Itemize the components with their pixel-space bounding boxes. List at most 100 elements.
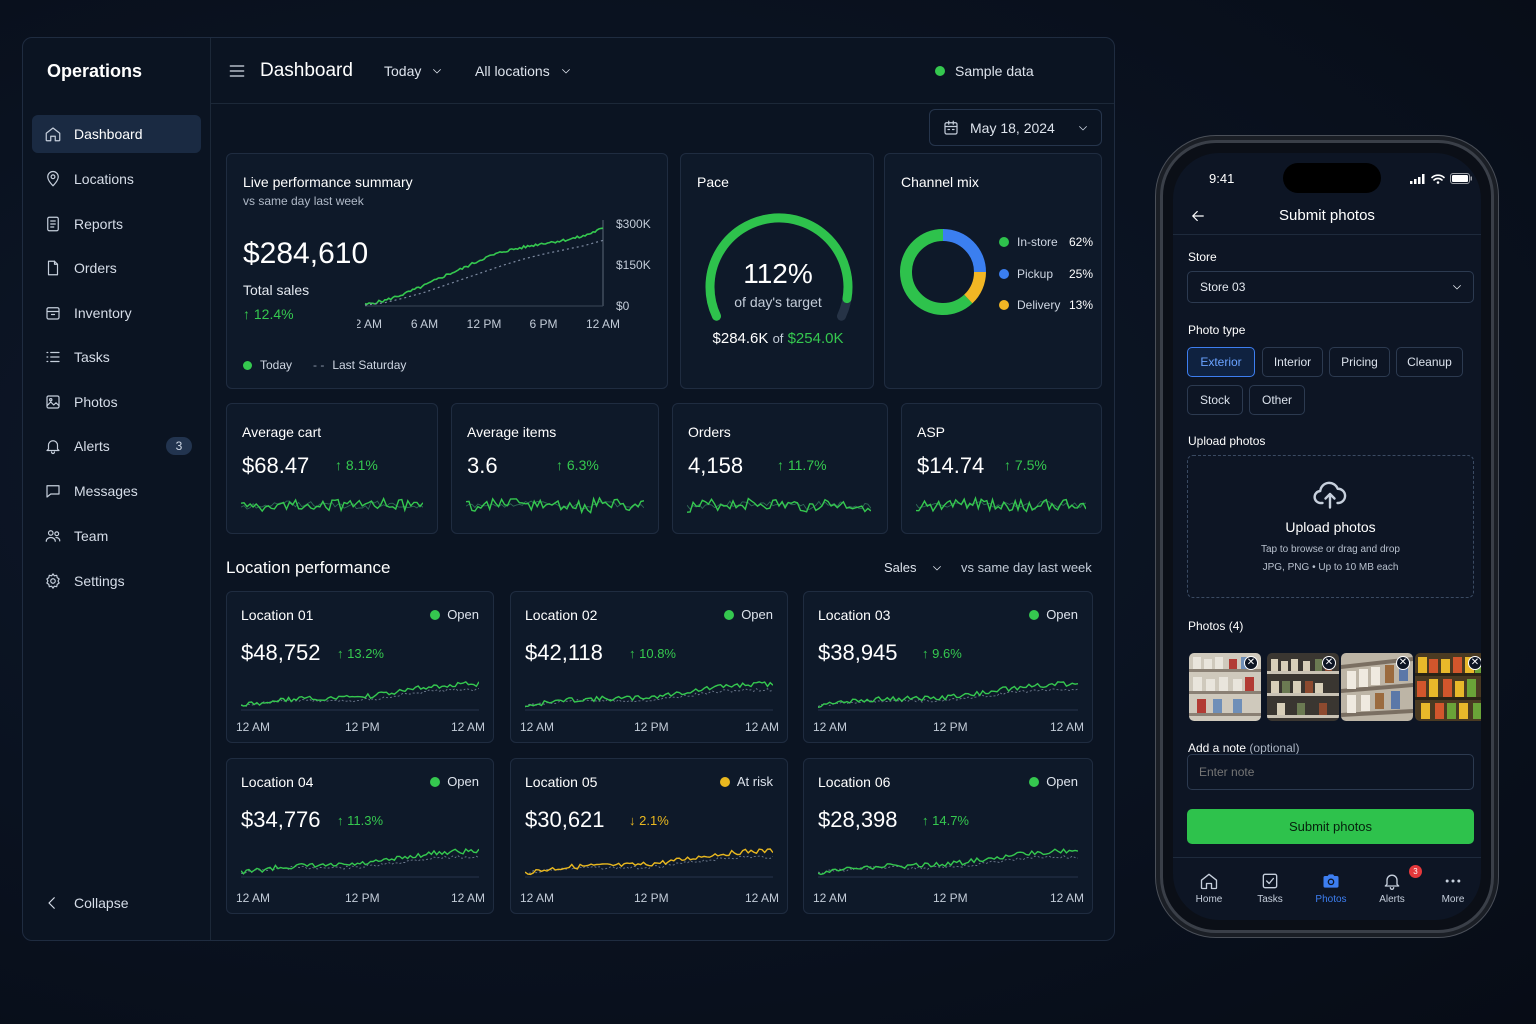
locations-dropdown[interactable]: All locations: [475, 38, 572, 104]
sidebar-item-inventory[interactable]: Inventory: [32, 294, 201, 332]
sidebar-item-label: Locations: [74, 171, 134, 187]
sidebar-item-team[interactable]: Team: [32, 517, 201, 555]
location-sparkline: [525, 681, 773, 711]
sidebar-item-photos[interactable]: Photos: [32, 383, 201, 421]
pace-card: Pace 112% of day's target $284.6K of $25…: [680, 153, 874, 389]
sidebar-item-orders[interactable]: Orders: [32, 249, 201, 287]
collapse-button[interactable]: Collapse: [43, 894, 128, 912]
remove-photo-icon[interactable]: ✕: [1244, 656, 1258, 670]
photo-thumbnail[interactable]: ✕: [1341, 653, 1413, 721]
upload-dropzone[interactable]: Upload photos Tap to browse or drag and …: [1187, 455, 1474, 598]
status-label: Open: [1046, 607, 1078, 622]
photo-thumbnail[interactable]: ✕: [1415, 653, 1481, 721]
location-card[interactable]: Location 03 Open $38,945 ↑ 9.6% 12 AM 12…: [803, 591, 1093, 743]
y-tick-label: $0: [616, 299, 630, 313]
location-card[interactable]: Location 05 At risk $30,621 ↓ 2.1% 12 AM…: [510, 758, 788, 914]
tab-tasks[interactable]: Tasks: [1245, 871, 1295, 905]
x-tick-label: 12 PM: [933, 891, 968, 905]
photo-type-interior[interactable]: Interior: [1262, 347, 1323, 377]
date-picker[interactable]: May 18, 2024: [929, 109, 1102, 146]
bell-icon: [44, 437, 62, 455]
period-dropdown[interactable]: Today: [384, 38, 443, 104]
status-badge: Open: [430, 774, 479, 789]
sparkline-previous: [525, 855, 773, 874]
location-sparkline: [241, 681, 479, 711]
photo-type-label: Photo type: [1188, 323, 1246, 337]
photo-type-other[interactable]: Other: [1249, 385, 1305, 415]
legend-dash: - -: [313, 358, 325, 372]
location-sparkline: [818, 848, 1078, 878]
battery-icon: [1450, 173, 1472, 184]
tab-label: Photos: [1315, 894, 1347, 905]
tab-home[interactable]: Home: [1184, 871, 1234, 905]
status-label: Open: [447, 774, 479, 789]
store-select[interactable]: Store 03: [1187, 271, 1474, 303]
pace-values: $284.6K of $254.0K: [681, 330, 875, 347]
tab-photos[interactable]: Photos: [1306, 871, 1356, 905]
donut-slice-delivery: [900, 229, 986, 315]
remove-photo-icon[interactable]: ✕: [1322, 656, 1336, 670]
status-dot: [430, 776, 441, 787]
sparkline-current: [525, 848, 773, 876]
back-arrow-icon[interactable]: [1189, 207, 1207, 225]
sidebar-item-messages[interactable]: Messages: [32, 472, 201, 510]
x-tick-label: 12 AM: [813, 891, 848, 905]
wifi-icon: [1431, 173, 1445, 184]
sample-data-label: Sample data: [955, 63, 1034, 79]
photo-thumbnail[interactable]: ✕: [1267, 653, 1339, 721]
metric-dropdown[interactable]: Sales: [884, 560, 943, 575]
tab-alerts[interactable]: 3 Alerts: [1367, 865, 1422, 905]
status-dot: [1029, 776, 1040, 787]
note-optional: (optional): [1249, 741, 1300, 755]
series-today-line: [364, 227, 604, 306]
x-tick-label: 12 PM: [634, 720, 669, 734]
store-value: Store 03: [1200, 280, 1246, 294]
map-pin-icon: [44, 170, 62, 188]
menu-icon[interactable]: [227, 38, 247, 104]
photo-type-stock[interactable]: Stock: [1187, 385, 1243, 415]
sidebar-item-settings[interactable]: Settings: [32, 562, 201, 600]
upload-hint: Tap to browse or drag and drop: [1261, 544, 1400, 555]
location-card[interactable]: Location 01 Open $48,752 ↑ 13.2% 12 AM 1…: [226, 591, 494, 743]
sidebar-item-reports[interactable]: Reports: [32, 205, 201, 243]
sidebar-item-locations[interactable]: Locations: [32, 160, 201, 198]
kpi-title: Orders: [688, 424, 731, 440]
tab-more[interactable]: More: [1428, 871, 1478, 905]
legend-today: Today: [243, 358, 292, 372]
legend-in-store: In-store 62%: [999, 235, 1093, 249]
x-tick-label: 12 AM: [450, 891, 485, 905]
card-title: Channel mix: [901, 174, 979, 190]
remove-photo-icon[interactable]: ✕: [1468, 656, 1481, 670]
tab-label: More: [1441, 894, 1465, 905]
note-input[interactable]: [1187, 754, 1474, 790]
status-label: Open: [1046, 774, 1078, 789]
sparkline-current: [818, 681, 1078, 709]
bell-icon: 3: [1381, 865, 1422, 891]
photo-type-exterior[interactable]: Exterior: [1187, 347, 1255, 377]
photo-type-cleanup[interactable]: Cleanup: [1396, 347, 1463, 377]
location-card[interactable]: Location 02 Open $42,118 ↑ 10.8% 12 AM 1…: [510, 591, 788, 743]
sidebar-item-alerts[interactable]: Alerts 3: [32, 427, 201, 465]
remove-photo-icon[interactable]: ✕: [1396, 656, 1410, 670]
kpi-sparkline: [466, 496, 644, 515]
location-card[interactable]: Location 06 Open $28,398 ↑ 14.7% 12 AM 1…: [803, 758, 1093, 914]
alerts-badge: 3: [1409, 865, 1422, 878]
sidebar-item-tasks[interactable]: Tasks: [32, 338, 201, 376]
photo-thumbnail[interactable]: ✕: [1189, 653, 1261, 721]
location-card[interactable]: Location 04 Open $34,776 ↑ 11.3% 12 AM 1…: [226, 758, 494, 914]
series-last-saturday-line: [364, 239, 604, 306]
dynamic-island: [1283, 163, 1381, 193]
x-tick-label: 12 AM: [236, 720, 271, 734]
location-change: ↑ 9.6%: [922, 646, 962, 661]
sparkline-current: [241, 496, 423, 513]
location-sales-value: $34,776: [241, 807, 321, 832]
x-tick-label: 12 PM: [345, 891, 380, 905]
channel-donut-chart: [900, 229, 986, 315]
photos-count-label: Photos (4): [1188, 619, 1244, 633]
chevron-down-icon: [1451, 281, 1463, 293]
location-sparkline: [241, 848, 479, 878]
location-name: Location 04: [241, 774, 314, 790]
photo-type-pricing[interactable]: Pricing: [1329, 347, 1390, 377]
sidebar-item-dashboard[interactable]: Dashboard: [32, 115, 201, 153]
submit-photos-button[interactable]: Submit photos: [1187, 809, 1474, 844]
